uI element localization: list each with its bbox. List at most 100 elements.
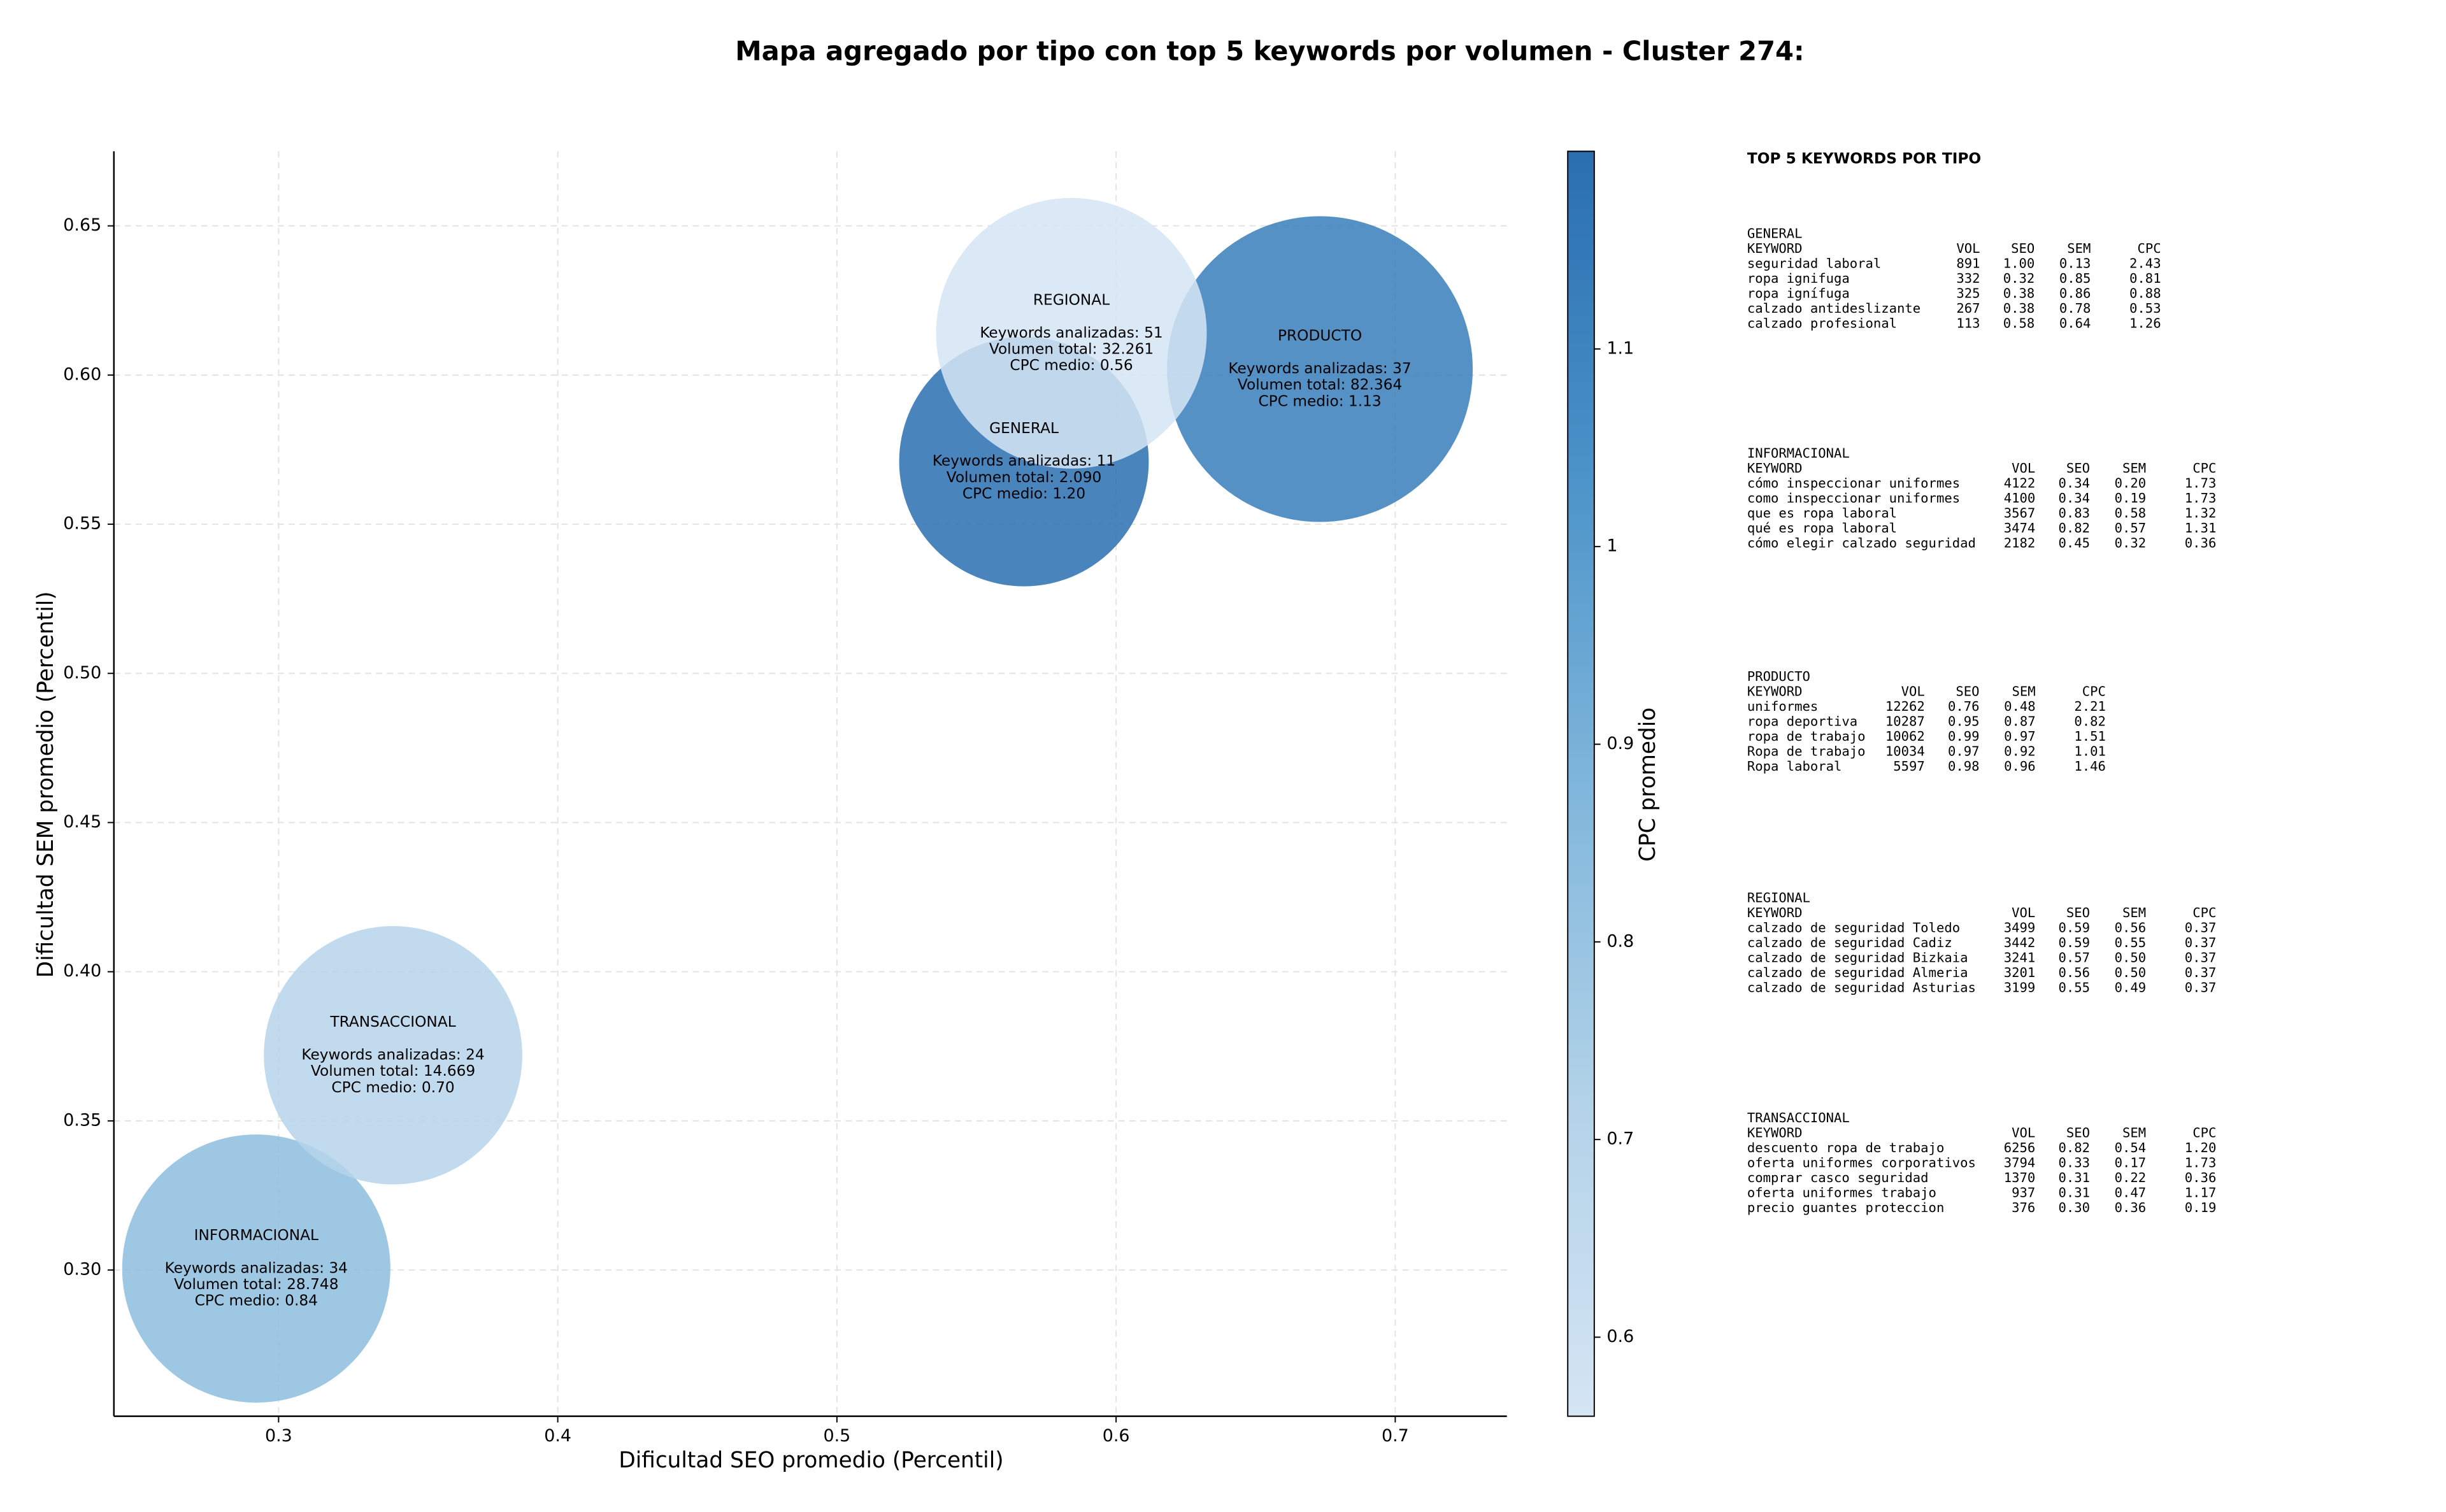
table-cell: 3499 xyxy=(2004,920,2036,936)
table-cell: 3201 xyxy=(2004,965,2036,980)
bubble-label: Volumen total: 14.669 xyxy=(311,1062,475,1080)
keyword: ropa de trabajo xyxy=(1747,729,1866,744)
table-cell: 0.59 xyxy=(2058,935,2090,950)
table-cell: 0.82 xyxy=(2058,1140,2090,1155)
table-cell: 1.73 xyxy=(2185,490,2217,506)
table-cell: 1.26 xyxy=(2129,315,2161,331)
table-cell: 1.01 xyxy=(2074,743,2106,759)
table-cell: 0.38 xyxy=(2003,301,2035,316)
colorbar xyxy=(1567,150,1595,1417)
bubble-label: Keywords analizadas: 37 xyxy=(1228,360,1411,377)
column-header: VOL xyxy=(2012,1125,2035,1140)
x-axis-label: Dificultad SEO promedio (Percentil) xyxy=(619,1448,1003,1473)
table-cell: 2.21 xyxy=(2074,699,2106,714)
table-cell: 937 xyxy=(2012,1185,2035,1200)
section-title: INFORMACIONAL xyxy=(1747,446,1850,461)
table-cell: 0.37 xyxy=(2185,950,2217,966)
colorbar-tick-label: 1.1 xyxy=(1606,338,1634,358)
bubble-name: PRODUCTO xyxy=(1278,327,1362,345)
y-tick-label: 0.45 xyxy=(63,812,101,832)
x-tick-label: 0.3 xyxy=(265,1426,292,1446)
table-cell: 0.53 xyxy=(2129,301,2161,316)
table-cell: 1.73 xyxy=(2185,476,2217,491)
colorbar-tick-label: 0.7 xyxy=(1606,1129,1634,1149)
table-cell: 0.22 xyxy=(2115,1170,2147,1185)
table-cell: 0.97 xyxy=(1948,743,1980,759)
table-cell: 0.83 xyxy=(2058,506,2090,521)
table-cell: 1.51 xyxy=(2074,729,2106,744)
section-title: TRANSACCIONAL xyxy=(1747,1110,1850,1125)
column-header: CPC xyxy=(2192,1125,2216,1140)
table-cell: 0.47 xyxy=(2115,1185,2147,1200)
table-cell: 10062 xyxy=(1885,729,1925,744)
bubble-label: Keywords analizadas: 51 xyxy=(980,324,1162,341)
keyword: ropa ignifuga xyxy=(1747,271,1850,286)
table-cell: 0.82 xyxy=(2074,713,2106,729)
keyword: calzado profesional xyxy=(1747,315,1897,331)
table-cell: 0.54 xyxy=(2115,1140,2147,1155)
table-cell: 0.37 xyxy=(2185,965,2217,980)
keyword: calzado de seguridad Toledo xyxy=(1747,920,1960,936)
table-cell: 0.19 xyxy=(2115,490,2147,506)
column-header: SEO xyxy=(2011,241,2035,256)
section-title: GENERAL xyxy=(1747,225,1803,241)
y-tick-label: 0.30 xyxy=(63,1260,101,1280)
keyword: oferta uniformes trabajo xyxy=(1747,1185,1936,1200)
table-cell: 4100 xyxy=(2004,490,2036,506)
y-tick-label: 0.65 xyxy=(63,215,101,235)
bubble-name: GENERAL xyxy=(989,420,1059,437)
bubble-label: Volumen total: 82.364 xyxy=(1238,376,1402,394)
table-cell: 0.59 xyxy=(2058,920,2090,936)
table-cell: 0.55 xyxy=(2115,935,2147,950)
y-tick-label: 0.50 xyxy=(63,663,101,683)
table-cell: 3794 xyxy=(2004,1155,2036,1170)
keyword: Ropa de trabajo xyxy=(1747,743,1866,759)
column-header: CPC xyxy=(2192,460,2216,476)
table-cell: 0.13 xyxy=(2059,255,2091,271)
keyword: calzado de seguridad Almeria xyxy=(1747,965,1968,980)
bubble-name: INFORMACIONAL xyxy=(194,1227,318,1244)
table-cell: 0.92 xyxy=(2004,743,2036,759)
table-cell: 0.20 xyxy=(2115,476,2147,491)
table-cell: 1.31 xyxy=(2185,520,2217,536)
table-cell: 2.43 xyxy=(2129,255,2161,271)
bubble-label: Volumen total: 32.261 xyxy=(989,340,1154,357)
x-tick-label: 0.4 xyxy=(544,1426,571,1446)
table-cell: 0.31 xyxy=(2058,1185,2090,1200)
table-cell: 6256 xyxy=(2004,1140,2036,1155)
keyword: oferta uniformes corporativos xyxy=(1747,1155,1976,1170)
column-header: KEYWORD xyxy=(1747,460,1803,476)
table-cell: 1.00 xyxy=(2003,255,2035,271)
table-cell: 332 xyxy=(1956,271,1980,286)
bubble-label: Keywords analizadas: 34 xyxy=(165,1259,348,1276)
table-cell: 1.46 xyxy=(2074,759,2106,774)
table-cell: 0.49 xyxy=(2115,980,2147,995)
table-cell: 0.31 xyxy=(2058,1170,2090,1185)
keyword: precio guantes proteccion xyxy=(1747,1200,1945,1215)
column-header: SEO xyxy=(2066,905,2090,920)
table-cell: 0.33 xyxy=(2058,1155,2090,1170)
keyword: descuento ropa de trabajo xyxy=(1747,1140,1945,1155)
table-cell: 0.99 xyxy=(1948,729,1980,744)
column-header: KEYWORD xyxy=(1747,1125,1803,1140)
column-header: VOL xyxy=(1956,241,1980,256)
keyword: cómo elegir calzado seguridad xyxy=(1747,536,1976,551)
y-tick-label: 0.40 xyxy=(63,961,101,981)
y-tick-label: 0.60 xyxy=(63,364,101,384)
table-cell: 12262 xyxy=(1885,699,1925,714)
column-header: KEYWORD xyxy=(1747,241,1803,256)
keyword: cómo inspeccionar uniformes xyxy=(1747,476,1960,491)
column-header: SEO xyxy=(2066,1125,2090,1140)
keyword: calzado antideslizante xyxy=(1747,301,1920,316)
column-header: SEM xyxy=(2122,905,2146,920)
column-header: SEM xyxy=(2122,1125,2146,1140)
table-cell: 0.45 xyxy=(2058,536,2090,551)
table-cell: 0.58 xyxy=(2115,506,2147,521)
table-cell: 0.81 xyxy=(2129,271,2161,286)
table-cell: 0.32 xyxy=(2003,271,2035,286)
bubble xyxy=(1167,216,1473,522)
table-cell: 3241 xyxy=(2004,950,2036,966)
table-cell: 0.87 xyxy=(2004,713,2036,729)
column-header: KEYWORD xyxy=(1747,683,1803,699)
table-cell: 0.50 xyxy=(2115,950,2147,966)
